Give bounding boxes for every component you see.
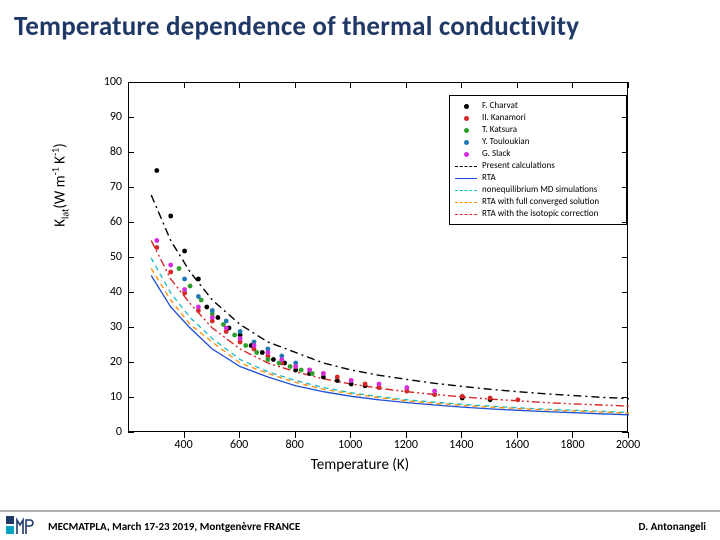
legend-label: T. Katsura	[482, 124, 517, 136]
data-point	[460, 394, 465, 399]
legend-label: F. Charvat	[482, 100, 518, 112]
legend-label: RTA	[482, 172, 496, 184]
data-point	[243, 343, 248, 348]
data-point	[154, 168, 159, 173]
legend-item: F. Charvat	[455, 100, 621, 112]
series-line	[151, 195, 629, 399]
data-point	[196, 294, 201, 299]
mpmc-logo-icon	[6, 514, 42, 538]
data-point	[516, 397, 521, 402]
data-point	[182, 277, 187, 282]
data-point	[363, 382, 368, 387]
legend-label: nonequilibrium MD simulations	[482, 184, 597, 196]
data-point	[404, 385, 409, 390]
y-tick-label: 100	[92, 75, 122, 89]
data-point	[349, 378, 354, 383]
data-point	[168, 270, 173, 275]
legend-label: RTA with the isotopic correction	[482, 208, 598, 220]
y-axis-label: Klat(W m-1 K-1)	[49, 143, 72, 226]
legend-item: RTA with the isotopic correction	[455, 208, 621, 220]
data-point	[232, 333, 237, 338]
data-point	[279, 357, 284, 362]
data-point	[307, 368, 312, 373]
data-point	[224, 319, 229, 324]
data-point	[216, 315, 221, 320]
data-point	[238, 329, 243, 334]
x-tick-label: 1000	[330, 438, 370, 452]
data-point	[321, 371, 326, 376]
data-point	[210, 308, 215, 313]
legend-label: II. Kanamori	[482, 112, 526, 124]
x-tick-label: 1400	[441, 438, 481, 452]
data-point	[182, 287, 187, 292]
data-point	[154, 245, 159, 250]
legend-item: Y. Touloukian	[455, 136, 621, 148]
y-tick-label: 0	[92, 425, 122, 439]
legend-label: Present calculations	[482, 160, 555, 172]
data-point	[154, 238, 159, 243]
x-tick-label: 1800	[552, 438, 592, 452]
data-point	[210, 315, 215, 320]
chart: Klat(W m-1 K-1) Temperature (K) F. Charv…	[70, 72, 650, 484]
y-tick-label: 70	[92, 180, 122, 194]
y-tick-label: 60	[92, 215, 122, 229]
x-axis-label: Temperature (K)	[70, 456, 650, 474]
y-tick-label: 20	[92, 355, 122, 369]
x-tick-label: 800	[275, 438, 315, 452]
x-tick-label: 2000	[608, 438, 648, 452]
data-point	[238, 336, 243, 341]
y-tick-label: 50	[92, 250, 122, 264]
legend-label: RTA with full converged solution	[482, 196, 599, 208]
data-point	[377, 382, 382, 387]
legend-item: T. Katsura	[455, 124, 621, 136]
data-point	[254, 350, 259, 355]
data-point	[182, 249, 187, 254]
footer: MECMATPLA, March 17-23 2019, Montgenèvre…	[0, 510, 720, 540]
x-tick-label: 1200	[386, 438, 426, 452]
data-point	[252, 343, 257, 348]
data-point	[432, 389, 437, 394]
y-tick-label: 80	[92, 145, 122, 159]
legend-item: RTA with full converged solution	[455, 196, 621, 208]
legend-item: Present calculations	[455, 160, 621, 172]
data-point	[488, 396, 493, 401]
legend-item: G. Slack	[455, 148, 621, 160]
footer-right-text: D. Antonangeli	[639, 520, 706, 533]
plot-area: F. CharvatII. KanamoriT. KatsuraY. Toulo…	[128, 82, 628, 432]
legend-label: Y. Touloukian	[482, 136, 529, 148]
data-point	[196, 277, 201, 282]
data-point	[204, 305, 209, 310]
data-point	[288, 364, 293, 369]
data-point	[196, 305, 201, 310]
slide-title: Temperature dependence of thermal conduc…	[0, 0, 720, 43]
data-point	[335, 375, 340, 380]
data-point	[224, 326, 229, 331]
y-tick-label: 10	[92, 390, 122, 404]
data-point	[260, 350, 265, 355]
data-point	[177, 266, 182, 271]
legend-label: G. Slack	[482, 148, 510, 160]
y-tick-label: 40	[92, 285, 122, 299]
x-tick-label: 600	[219, 438, 259, 452]
data-point	[271, 357, 276, 362]
data-point	[168, 263, 173, 268]
data-point	[188, 284, 193, 289]
x-tick-label: 400	[164, 438, 204, 452]
footer-left-text: MECMATPLA, March 17-23 2019, Montgenèvre…	[48, 520, 639, 533]
data-point	[299, 368, 304, 373]
legend-item: nonequilibrium MD simulations	[455, 184, 621, 196]
data-point	[293, 364, 298, 369]
legend: F. CharvatII. KanamoriT. KatsuraY. Toulo…	[449, 95, 627, 225]
data-point	[266, 357, 271, 362]
series-line	[151, 269, 629, 414]
y-tick-label: 30	[92, 320, 122, 334]
legend-item: II. Kanamori	[455, 112, 621, 124]
legend-item: RTA	[455, 172, 621, 184]
x-tick-label: 1600	[497, 438, 537, 452]
data-point	[168, 214, 173, 219]
y-tick-label: 90	[92, 110, 122, 124]
data-point	[266, 350, 271, 355]
